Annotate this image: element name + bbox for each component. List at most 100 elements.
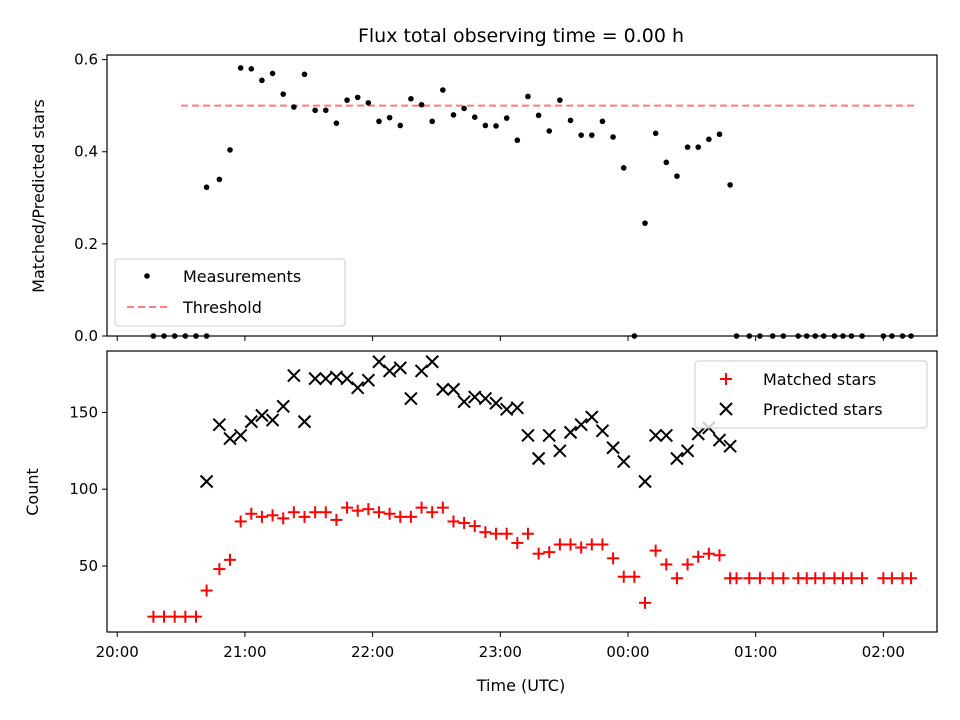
x-tick-label: 20:00 [96, 643, 139, 661]
bottom-panel: 50 100 150 20:00 21:00 22:00 23:00 00:00 01:00 0… [23, 350, 938, 695]
y-tick-label: 100 [69, 480, 98, 498]
predicted-star-point [617, 454, 631, 469]
legend-predicted-marker [719, 402, 733, 416]
measurement-point [674, 173, 680, 179]
matched-star-point [649, 544, 662, 557]
legend-measurements-label: Measurements [183, 267, 301, 286]
predicted-star-point [659, 428, 673, 443]
top-legend: Measurements Threshold [114, 258, 346, 327]
legend-measurements-marker [144, 273, 150, 279]
matched-star-point [692, 550, 705, 563]
measurement-point [840, 333, 846, 339]
measurement-point [733, 333, 740, 339]
measurement-point [908, 333, 914, 339]
measurement-point [589, 132, 595, 138]
measurement-point [322, 107, 329, 114]
predicted-star-point [372, 355, 386, 369]
y-tick-label: 150 [69, 403, 98, 421]
matched-star-point [404, 510, 417, 523]
measurement-point [610, 134, 616, 140]
matched-star-point [607, 552, 620, 565]
matched-star-point [596, 538, 609, 551]
measurement-point [182, 333, 189, 339]
measurement-point [397, 122, 404, 129]
measurement-point [503, 115, 510, 121]
predicted-star-point [521, 428, 535, 443]
measurement-point [899, 333, 906, 339]
matched-star-point [777, 572, 790, 585]
measurement-point [716, 131, 723, 138]
predicted-star-point [585, 410, 599, 424]
matched-star-point [617, 570, 630, 583]
measurement-point [171, 333, 178, 339]
predicted-star-point [244, 414, 258, 429]
matched-star-point [266, 509, 279, 522]
matched-star-point [458, 516, 471, 529]
top-legend-box [114, 258, 346, 327]
measurement-point [237, 65, 244, 71]
measurement-point [203, 184, 210, 191]
matched-star-point [330, 513, 343, 526]
measurement-point [376, 118, 382, 125]
predicted-star-point [436, 382, 450, 397]
predicted-star-point [489, 396, 503, 410]
predicted-stars-series [199, 355, 737, 489]
matched-star-point [255, 510, 268, 523]
predicted-star-point [393, 361, 407, 375]
matched-star-point [585, 538, 598, 551]
measurement-point [354, 94, 361, 101]
matched-star-point [856, 572, 869, 585]
predicted-star-point [691, 427, 705, 441]
predicted-star-point [542, 428, 556, 443]
predicted-star-point [212, 417, 227, 432]
matched-star-point [351, 504, 364, 517]
measurement-point [557, 97, 563, 103]
matched-star-point [341, 501, 354, 514]
measurement-point [652, 130, 659, 137]
measurement-point [820, 333, 827, 339]
predicted-star-point [457, 394, 471, 409]
predicted-star-point [276, 399, 290, 413]
measurement-point [408, 95, 414, 102]
x-tick-label: 21:00 [223, 643, 266, 661]
measurement-point [859, 333, 865, 339]
measurement-point [727, 182, 733, 188]
measurement-point [831, 333, 838, 339]
matched-star-point [189, 610, 202, 623]
matched-star-point [362, 503, 375, 516]
predicted-star-point [680, 444, 695, 458]
predicted-star-point [648, 428, 663, 443]
legend-matched-label: Matched stars [763, 370, 876, 389]
matched-star-point [730, 572, 743, 585]
top-panel: 0.0 0.2 0.4 0.6 Matched/Predicted stars Mea… [29, 51, 938, 345]
measurement-point [161, 333, 167, 339]
matched-star-point [713, 549, 726, 562]
matched-star-point [436, 501, 449, 514]
measurement-point [599, 118, 606, 125]
bottom-y-axis-ticks: 50 100 150 [69, 403, 107, 575]
matched-star-point [415, 501, 428, 514]
predicted-star-point [499, 402, 514, 417]
measurement-point [769, 333, 776, 339]
matched-star-point [543, 546, 556, 559]
measurement-point [780, 333, 787, 339]
x-tick-label: 23:00 [479, 643, 522, 661]
measurement-point [461, 105, 467, 112]
measurement-point [482, 122, 489, 129]
bottom-legend-box [694, 360, 928, 429]
predicted-star-point [425, 355, 439, 369]
matched-star-point [426, 506, 439, 519]
measurement-point [746, 333, 753, 339]
matched-star-point [521, 527, 534, 540]
matched-star-point [372, 506, 385, 519]
predicted-star-point [446, 382, 461, 397]
measurement-point [259, 77, 265, 84]
measurement-point [514, 137, 521, 144]
y-tick-label: 0.0 [74, 327, 98, 345]
measurement-point [333, 120, 340, 126]
measurement-point [795, 333, 802, 339]
measurements-series [150, 65, 914, 339]
measurement-point [706, 136, 712, 143]
matched-star-point [639, 596, 652, 609]
